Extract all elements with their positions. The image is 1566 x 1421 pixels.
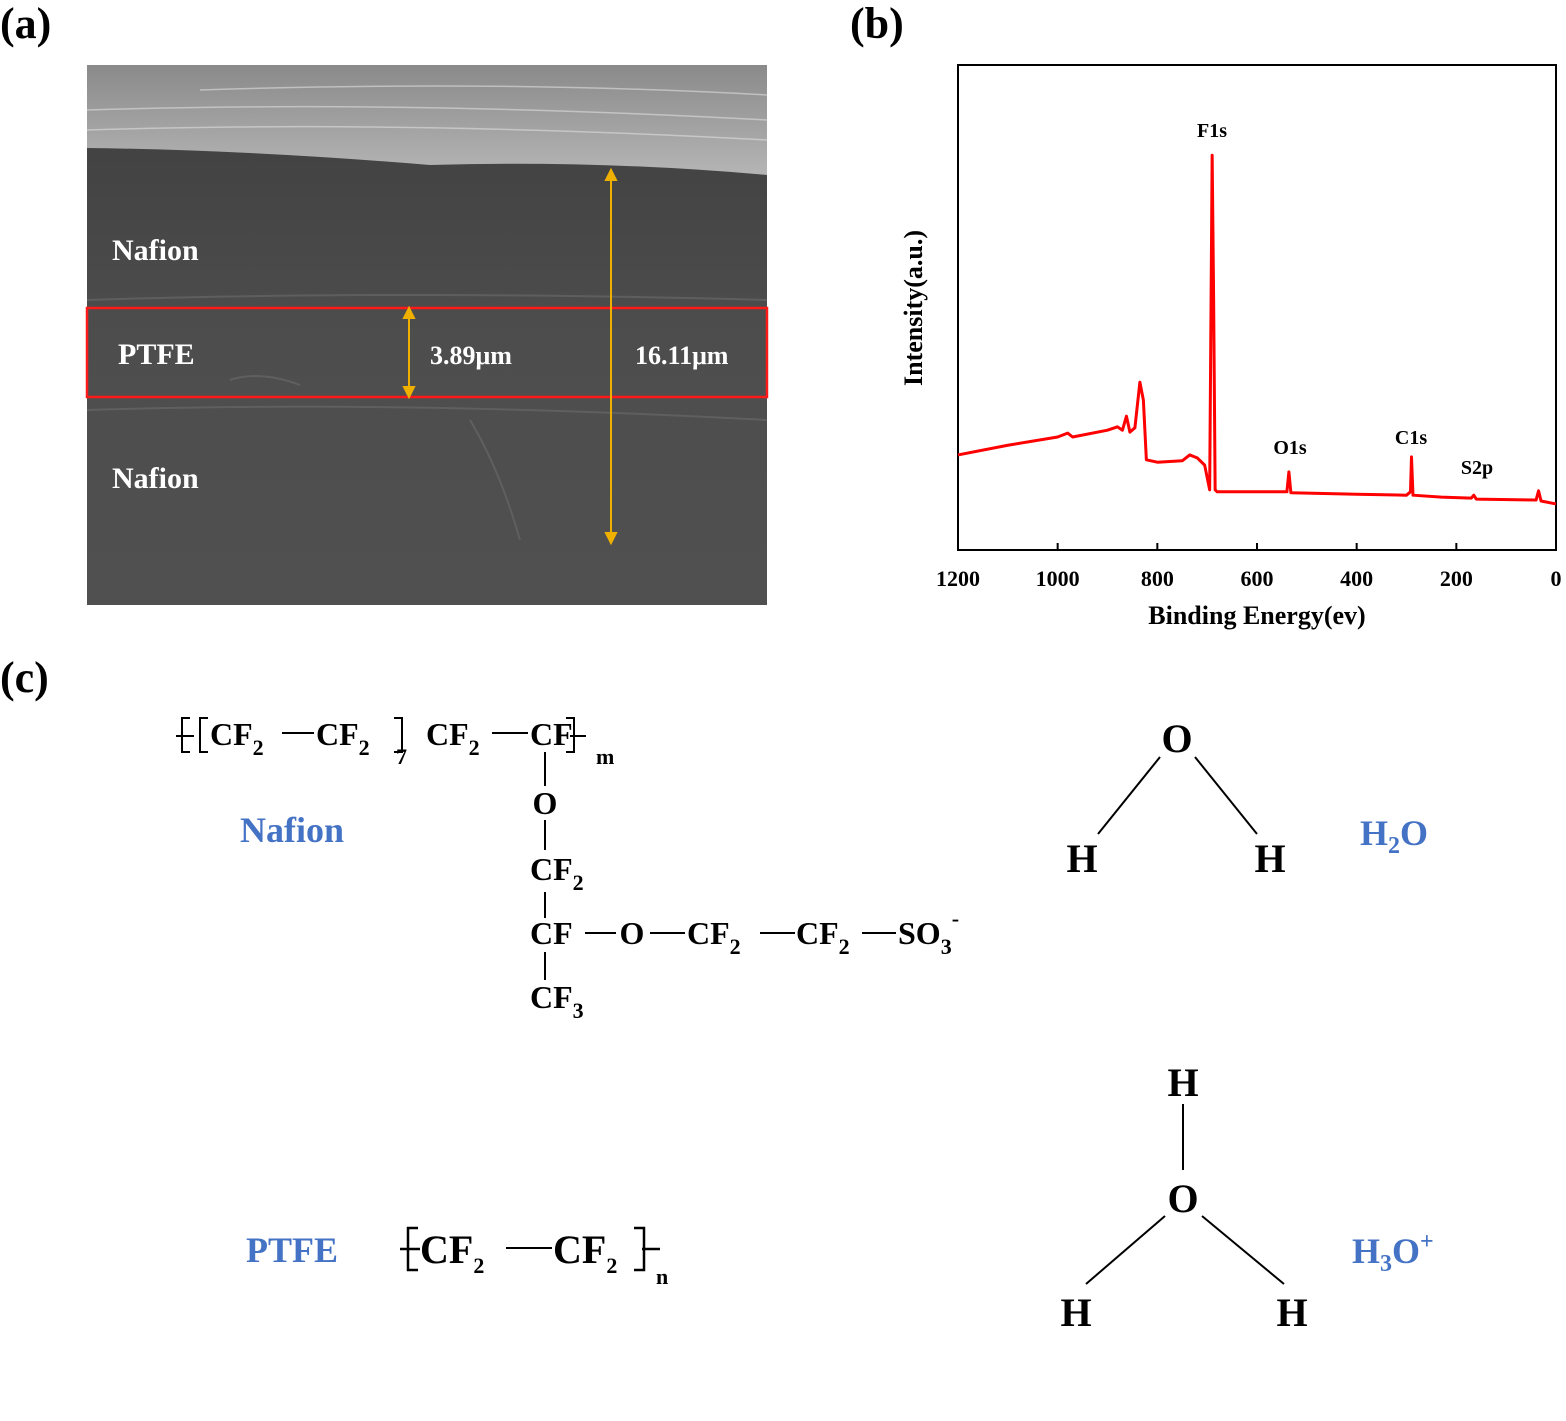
atom: CF xyxy=(316,716,359,752)
atom: O xyxy=(620,915,645,951)
atom: CF xyxy=(553,1227,606,1272)
atom: CF xyxy=(530,979,573,1015)
measurement: 3.89μm xyxy=(430,341,512,370)
svg-text:CF2: CF2 xyxy=(426,716,480,760)
subscript: 2 xyxy=(359,735,370,760)
ptfe-structure: CF2 CF2 n xyxy=(400,1226,668,1289)
atom: O xyxy=(1392,1231,1420,1271)
peak-label: C1s xyxy=(1395,427,1427,449)
layer-label: PTFE xyxy=(118,338,195,371)
subscript: 2 xyxy=(473,1253,484,1278)
x-axis-label: Binding Energy(ev) xyxy=(1148,601,1365,630)
y-axis-label: Intensity(a.u.) xyxy=(899,230,928,386)
atom: H xyxy=(1254,836,1285,881)
hydronium-structure: H O H H xyxy=(1060,1060,1307,1335)
atom: CF xyxy=(426,716,469,752)
subscript: 2 xyxy=(469,735,480,760)
svg-text:CF2: CF2 xyxy=(687,915,741,959)
svg-text:CF2: CF2 xyxy=(796,915,850,959)
panel-label: (b) xyxy=(850,0,904,48)
svg-text:CF3: CF3 xyxy=(530,979,584,1023)
x-tick-label: 1200 xyxy=(936,566,980,591)
molecule-name: PTFE xyxy=(246,1230,338,1270)
atom: O xyxy=(1400,813,1428,853)
atom: H xyxy=(1360,813,1388,853)
atom: CF xyxy=(530,915,573,951)
atom: H xyxy=(1352,1231,1380,1271)
atom: H xyxy=(1066,836,1097,881)
subscript: 3 xyxy=(573,998,584,1023)
x-tick-label: 600 xyxy=(1241,566,1274,591)
molecule-name: H3O+ xyxy=(1352,1229,1434,1277)
subscript: 2 xyxy=(606,1253,617,1278)
subscript: n xyxy=(656,1264,668,1289)
atom: SO xyxy=(898,915,941,951)
atom: CF xyxy=(210,716,253,752)
svg-text:CF2: CF2 xyxy=(316,716,370,760)
measurement: 16.11μm xyxy=(635,341,729,370)
x-tick-label: 1000 xyxy=(1036,566,1080,591)
atom: O xyxy=(1161,716,1192,761)
nafion-structure: CF2 CF2 7 CF2 CF m O CF2 CF O CF2 CF2 SO… xyxy=(176,716,959,1023)
peak-label: F1s xyxy=(1197,120,1227,142)
atom: H xyxy=(1276,1290,1307,1335)
svg-text:CF2: CF2 xyxy=(420,1227,484,1278)
subscript: 2 xyxy=(253,735,264,760)
atom: H xyxy=(1167,1060,1198,1105)
subscript: 7 xyxy=(396,744,407,769)
subscript: 2 xyxy=(730,934,741,959)
svg-text:CF2: CF2 xyxy=(530,851,584,895)
subscript: 2 xyxy=(839,934,850,959)
svg-text:SO3-: SO3- xyxy=(898,906,959,959)
atom: CF xyxy=(687,915,730,951)
subscript: 2 xyxy=(1388,833,1400,859)
subscript: m xyxy=(596,744,614,769)
chart: 1200 1000 800 600 400 200 0 F1s O1s C1s S2p xyxy=(936,120,1562,591)
subscript: 2 xyxy=(573,870,584,895)
atom: CF xyxy=(420,1227,473,1272)
superscript: + xyxy=(1420,1229,1434,1255)
superscript: - xyxy=(952,906,959,931)
peak-label: O1s xyxy=(1273,437,1307,459)
water-structure: O H H xyxy=(1066,716,1285,881)
sem-image xyxy=(85,65,769,605)
panel-label: (c) xyxy=(0,653,49,702)
layer-label: Nafion xyxy=(112,462,199,495)
atom: CF xyxy=(796,915,839,951)
svg-text:CF2: CF2 xyxy=(210,716,264,760)
subscript: 3 xyxy=(1380,1251,1392,1277)
x-tick-label: 0 xyxy=(1551,566,1562,591)
svg-text:CF2: CF2 xyxy=(553,1227,617,1278)
x-tick-label: 400 xyxy=(1340,566,1373,591)
x-tick-label: 800 xyxy=(1141,566,1174,591)
atom: CF xyxy=(530,851,573,887)
subscript: 3 xyxy=(941,934,952,959)
atom: O xyxy=(533,785,558,821)
peak-label: S2p xyxy=(1461,457,1493,479)
panel-label: (a) xyxy=(0,0,51,48)
molecule-name: H2O xyxy=(1360,813,1428,859)
atom: O xyxy=(1167,1176,1198,1221)
molecule-name: Nafion xyxy=(240,810,344,850)
atom: H xyxy=(1060,1290,1091,1335)
x-tick-label: 200 xyxy=(1440,566,1473,591)
atom: CF xyxy=(530,716,573,752)
layer-label: Nafion xyxy=(112,234,199,267)
spectrum-line xyxy=(957,153,1557,506)
